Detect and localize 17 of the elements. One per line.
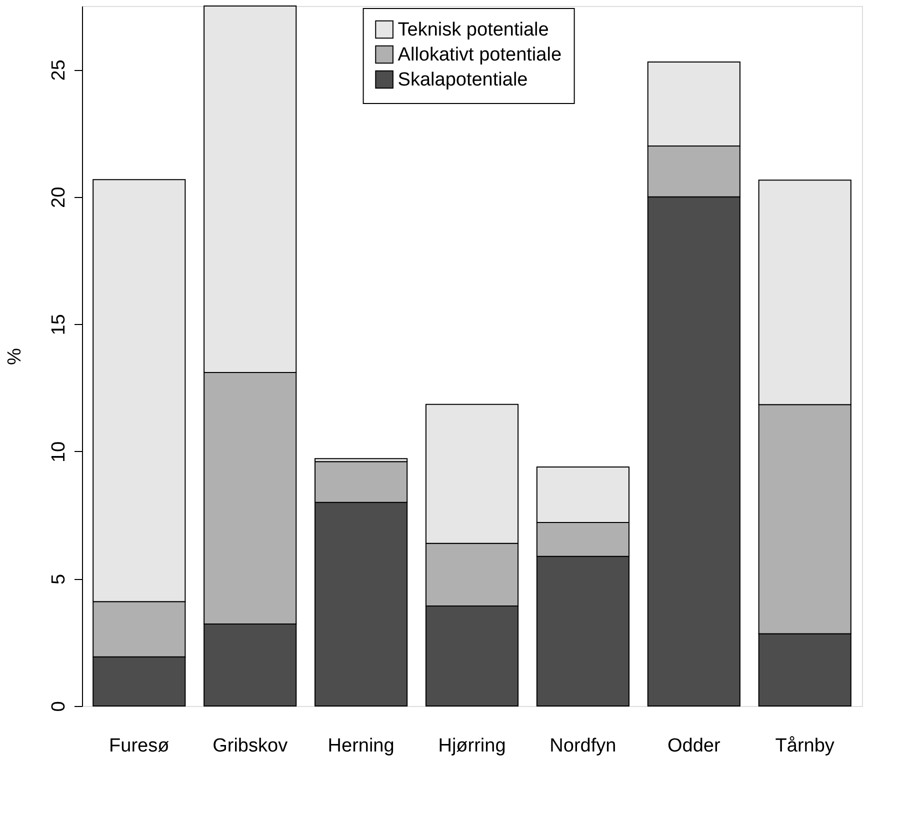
legend-label: Allokativt potentiale: [398, 44, 562, 66]
y-tick-label: 10: [48, 441, 70, 463]
y-tick-label: 15: [48, 314, 70, 336]
y-tick-label: 25: [48, 60, 70, 81]
legend-label: Teknisk potentiale: [398, 20, 549, 40]
x-tick-label: Gribskov: [212, 736, 288, 756]
x-tick-label: Nordfyn: [550, 736, 616, 756]
x-tick-label: Herning: [328, 736, 394, 756]
x-tick-label: Hjørring: [438, 736, 506, 756]
y-tick-label: 20: [48, 186, 70, 208]
x-tick-label: Furesø: [109, 736, 170, 756]
x-tick-label: Tårnby: [775, 736, 835, 756]
y-axis-title: %: [4, 348, 26, 365]
y-tick-label: 0: [48, 701, 70, 712]
legend-label: Skalapotentiale: [398, 70, 528, 90]
y-tick-label: 5: [48, 574, 70, 585]
x-tick-label: Odder: [668, 736, 721, 756]
